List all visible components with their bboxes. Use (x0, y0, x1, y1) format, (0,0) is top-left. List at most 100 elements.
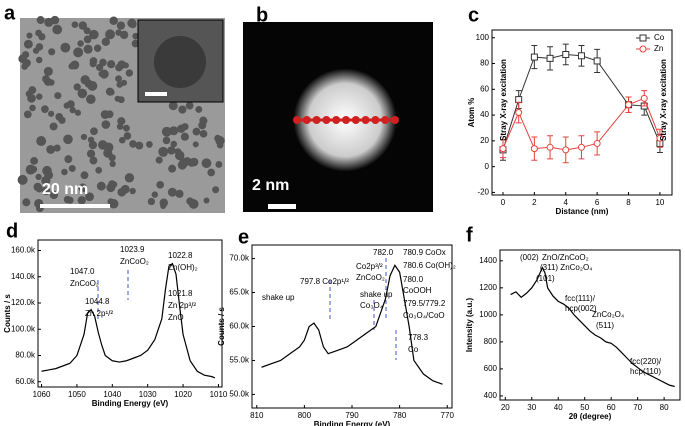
scan-point (381, 116, 390, 124)
particle (175, 189, 184, 198)
particle (77, 196, 86, 205)
particle (186, 197, 194, 206)
particle (108, 89, 115, 96)
particle (151, 191, 158, 198)
y-tick-label: 1400 (479, 256, 497, 265)
particle (43, 66, 53, 76)
x-tick-label: 810 (250, 411, 264, 420)
particle (44, 170, 54, 180)
y-tick-label: 0 (485, 162, 490, 171)
particle (162, 136, 171, 145)
particle (212, 186, 220, 194)
particle (178, 105, 187, 114)
x-tick-label: 40 (554, 403, 563, 412)
particle (167, 146, 176, 155)
particle (198, 121, 207, 130)
x-tick-label: 1050 (68, 390, 86, 399)
annotation: Zn(OH)₂ (168, 263, 198, 272)
marker (640, 94, 648, 102)
particle (30, 165, 38, 173)
annotation: 780.0 (403, 275, 424, 284)
particle (42, 75, 50, 83)
particle (29, 104, 36, 112)
annotation: fcc(111)/ (565, 294, 596, 303)
y-tick-label: -20 (477, 188, 489, 197)
annotation: Co2p³/² (356, 262, 383, 271)
x-tick-label: 80 (660, 403, 669, 412)
particle (119, 30, 129, 40)
legend-label: Zn (654, 44, 663, 53)
y-tick-label: 60.0k (229, 322, 250, 331)
marker (499, 145, 507, 153)
particle (115, 63, 123, 72)
panel-label: e (238, 226, 249, 248)
marker (562, 146, 570, 154)
particle (68, 62, 76, 70)
particle (85, 192, 94, 202)
marker (546, 143, 554, 151)
particle (161, 126, 172, 137)
panel-label: d (6, 220, 18, 242)
particle (129, 140, 137, 148)
y-tick-label: 140.0k (11, 272, 36, 281)
scale-text: 2 nm (252, 177, 289, 194)
particle (127, 18, 137, 28)
particle (89, 32, 96, 39)
particle (146, 141, 153, 148)
annotation: (511) (596, 321, 614, 330)
particle (123, 132, 132, 140)
particle (63, 102, 70, 109)
annotation: ZnCoO₂ (356, 273, 385, 282)
annotation: 782.0 (373, 248, 394, 257)
particle (89, 156, 98, 165)
particle (115, 75, 123, 83)
y-tick-label: 80 (480, 59, 489, 68)
particle (105, 29, 115, 40)
particle (35, 173, 42, 181)
particle (158, 146, 169, 157)
marker (577, 143, 585, 151)
x-tick-label: 50 (580, 403, 589, 412)
annotation: Co₃O₄ (360, 301, 383, 310)
particle (120, 184, 130, 194)
series-line (41, 262, 216, 379)
particle (98, 70, 105, 77)
particle (168, 164, 177, 173)
x-tick-label: 30 (527, 403, 536, 412)
y-tick-label: 160.0k (11, 246, 36, 255)
particle (109, 160, 116, 167)
scan-point (391, 116, 399, 124)
annotation: (002) (520, 253, 539, 262)
x-tick-label: 70 (633, 403, 642, 412)
series-line (261, 264, 443, 385)
particle (103, 148, 113, 158)
particle (86, 94, 96, 105)
particle (35, 56, 43, 64)
particle (122, 62, 129, 69)
particle (18, 54, 27, 63)
annotation: 1047.0 (70, 267, 95, 276)
y-axis-label: Counts / s (217, 307, 226, 346)
particle (26, 32, 33, 39)
scan-points (293, 116, 399, 124)
y-tick-label: 1200 (479, 283, 497, 292)
particle (63, 134, 73, 145)
particle (80, 133, 88, 141)
particle (169, 126, 179, 136)
y-tick-label: 60.0k (15, 377, 36, 386)
particle (199, 130, 208, 138)
marker (593, 57, 601, 65)
marker (546, 54, 554, 62)
x-axis-label: Binding Energy (eV) (92, 399, 169, 408)
particle (117, 96, 125, 104)
particle (174, 150, 185, 161)
annotation: Co (408, 345, 419, 354)
particle (116, 21, 126, 30)
particle (177, 160, 187, 170)
particle (86, 149, 96, 158)
inset-particle (154, 36, 206, 88)
x-axis-label: 2θ (degree) (569, 412, 612, 421)
particle (118, 136, 126, 144)
x-axis-label: Distance (nm) (556, 207, 609, 216)
x-tick-label: 770 (441, 411, 455, 420)
